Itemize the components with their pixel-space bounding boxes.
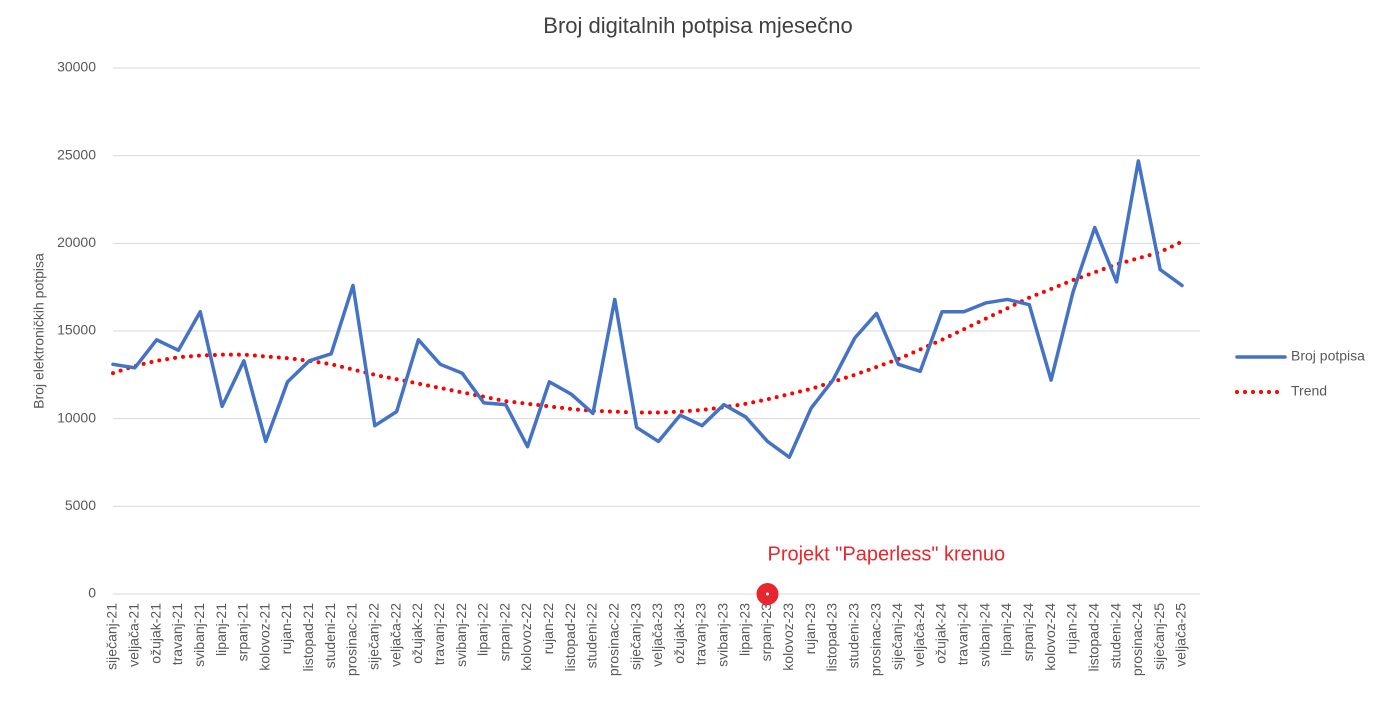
x-tick-label: lipanj-22 [475, 603, 491, 656]
x-tick-label: siječanj-23 [627, 603, 643, 670]
x-tick-label: prosinac-24 [1129, 603, 1145, 676]
x-tick-label: prosinac-23 [867, 603, 883, 676]
legend-label: Trend [1291, 383, 1327, 399]
x-tick-label: lipanj-21 [213, 603, 229, 656]
x-tick-label: rujan-22 [540, 603, 556, 655]
x-tick-label: ožujak-24 [933, 603, 949, 664]
x-tick-label: svibanj-21 [191, 603, 207, 667]
x-tick-label: prosinac-22 [605, 603, 621, 676]
x-tick-label: svibanj-24 [976, 603, 992, 667]
x-tick-label: kolovoz-24 [1042, 603, 1058, 671]
legend-label: Broj potpisa [1291, 348, 1365, 364]
x-tick-label: veljača-24 [911, 603, 927, 667]
x-tick-label: studeni-21 [322, 603, 338, 669]
y-tick-label: 15000 [57, 322, 96, 338]
y-tick-label: 30000 [57, 59, 96, 75]
x-tick-label: travanj-24 [955, 603, 971, 665]
x-tick-label: ožujak-21 [147, 603, 163, 664]
x-tick-label: ožujak-23 [671, 603, 687, 664]
x-tick-label: srpanj-22 [496, 603, 512, 662]
x-tick-label: veljača-21 [126, 603, 142, 667]
x-tick-label: listopad-24 [1085, 603, 1101, 672]
y-tick-label: 5000 [65, 497, 96, 513]
x-tick-label: kolovoz-23 [780, 603, 796, 671]
x-tick-label: studeni-23 [845, 603, 861, 669]
x-tick-label: listopad-22 [562, 603, 578, 672]
x-tick-label: kolovoz-22 [518, 603, 534, 671]
x-tick-label: kolovoz-21 [256, 603, 272, 671]
x-tick-label: srpanj-24 [1020, 603, 1036, 662]
x-tick-label: siječanj-21 [104, 603, 120, 670]
series-line [111, 159, 1184, 459]
x-tick-label: rujan-23 [802, 603, 818, 655]
x-tick-label: listopad-23 [824, 603, 840, 672]
x-tick-label: rujan-24 [1064, 603, 1080, 655]
x-tick-label: svibanj-23 [715, 603, 731, 667]
y-tick-label: 10000 [57, 409, 96, 425]
y-tick-label: 0 [88, 585, 96, 601]
x-tick-label: srpanj-21 [235, 603, 251, 662]
y-tick-label: 20000 [57, 234, 96, 250]
x-tick-label: svibanj-22 [453, 603, 469, 667]
x-tick-label: lipanj-24 [998, 603, 1014, 656]
x-tick-label: travanj-22 [431, 603, 447, 665]
x-tick-label: listopad-21 [300, 603, 316, 672]
x-tick-label: lipanj-23 [736, 603, 752, 656]
y-tick-label: 25000 [57, 146, 96, 162]
x-tick-label: travanj-21 [169, 603, 185, 665]
annotation-marker-dot [765, 592, 769, 596]
x-tick-label: veljača-23 [649, 603, 665, 667]
x-tick-label: srpanj-23 [758, 603, 774, 662]
x-tick-label: ožujak-22 [409, 603, 425, 664]
x-tick-label: siječanj-22 [365, 603, 381, 670]
x-tick-label: travanj-23 [693, 603, 709, 665]
x-tick-label: prosinac-21 [344, 603, 360, 676]
x-tick-label: studeni-22 [584, 603, 600, 669]
x-tick-label: veljača-25 [1173, 603, 1189, 667]
x-tick-label: siječanj-24 [889, 603, 905, 670]
x-tick-label: studeni-24 [1107, 603, 1123, 669]
annotation: Projekt "Paperless" krenuo [767, 543, 1005, 565]
x-tick-label: veljača-22 [387, 603, 403, 667]
y-axis-label: Broj elektroničkih potpisa [31, 253, 47, 409]
series-line [111, 239, 1184, 415]
chart-title: Broj digitalnih potpisa mjesečno [543, 13, 852, 38]
x-tick-label: rujan-21 [278, 603, 294, 655]
x-tick-label: siječanj-25 [1151, 603, 1167, 670]
